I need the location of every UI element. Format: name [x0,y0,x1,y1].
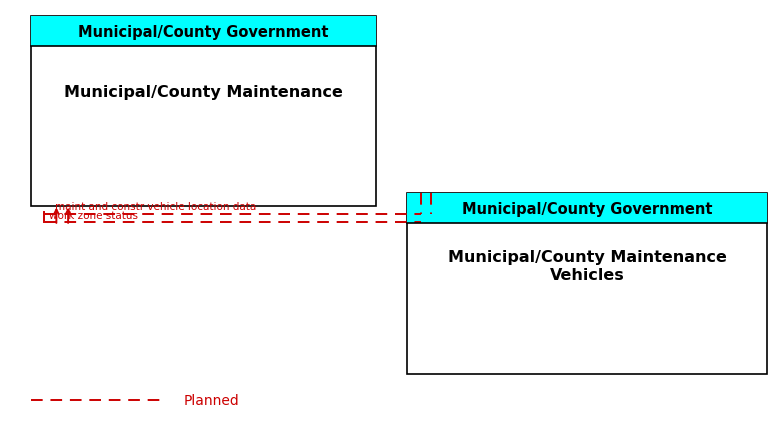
Text: Planned: Planned [184,393,240,407]
Text: maint and constr vehicle location data: maint and constr vehicle location data [55,202,256,212]
Bar [31,17,376,47]
Bar [407,194,767,374]
Text: work zone status: work zone status [49,211,138,221]
Text: Municipal/County Government: Municipal/County Government [78,25,329,40]
Text: Municipal/County Maintenance
Vehicles: Municipal/County Maintenance Vehicles [448,249,727,282]
Bar [31,17,376,206]
Bar [407,194,767,224]
Text: Municipal/County Maintenance: Municipal/County Maintenance [64,84,343,99]
Text: Municipal/County Government: Municipal/County Government [462,201,713,216]
